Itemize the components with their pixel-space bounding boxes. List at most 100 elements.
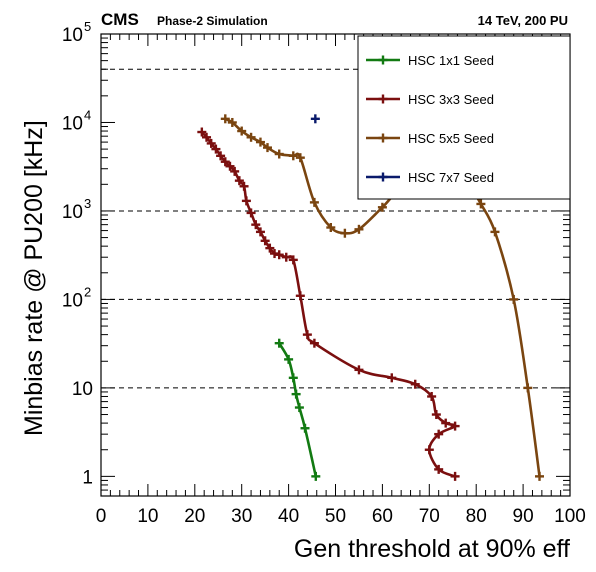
y-tick-label: 10 — [62, 25, 83, 46]
data-point — [227, 117, 237, 127]
data-point — [234, 176, 244, 186]
legend-marker — [378, 133, 388, 143]
x-axis-title: Gen threshold at 90% eff — [294, 535, 570, 563]
data-point — [294, 403, 304, 413]
data-point — [476, 199, 486, 209]
data-point — [410, 379, 420, 389]
x-tick-label: 30 — [231, 506, 252, 527]
legend-entry: HSC 5x5 Seed — [366, 131, 494, 146]
x-tick-label: 60 — [372, 506, 393, 527]
data-point — [246, 132, 256, 142]
data-point — [434, 429, 444, 439]
data-point — [302, 330, 312, 340]
data-point — [309, 197, 319, 207]
legend: HSC 1x1 Seed HSC 3x3 Seed HSC 5x5 Seed HSC … — [357, 35, 571, 200]
y-tick-label: 10 — [62, 290, 83, 311]
x-tick-label: 80 — [466, 506, 487, 527]
data-point — [220, 157, 230, 167]
data-point — [434, 464, 444, 474]
data-point — [431, 410, 441, 420]
legend-label: HSC 7x7 Seed — [408, 170, 494, 185]
header-subtitle: Phase-2 Simulation — [157, 14, 268, 28]
data-point — [490, 227, 500, 237]
data-point — [310, 114, 320, 124]
data-point — [281, 252, 291, 262]
data-point — [202, 132, 212, 142]
data-point — [284, 354, 294, 364]
data-point — [326, 223, 336, 233]
series-line — [278, 342, 318, 477]
x-tick-label: 0 — [96, 506, 107, 527]
legend-marker — [378, 172, 388, 182]
y-tick-exponent: 5 — [84, 19, 91, 34]
legend-box — [357, 35, 571, 200]
series-4 — [310, 114, 320, 124]
header-experiment: CMS — [101, 10, 139, 29]
data-point — [246, 208, 256, 218]
x-tick-label: 20 — [184, 506, 205, 527]
data-point — [262, 143, 272, 153]
data-point — [206, 138, 216, 148]
data-point — [523, 383, 533, 393]
x-tick-label: 100 — [554, 506, 586, 527]
y-tick-label: 10 — [62, 113, 83, 134]
data-point — [535, 471, 545, 481]
data-point — [288, 373, 298, 383]
x-tick-label: 40 — [278, 506, 299, 527]
data-point — [288, 151, 298, 161]
data-point — [509, 294, 519, 304]
data-point — [295, 153, 305, 163]
header-conditions: 14 TeV, 200 PU — [478, 13, 568, 28]
x-tick-label: 90 — [513, 506, 534, 527]
y-tick-label: 1 — [82, 467, 93, 488]
legend-entry: HSC 3x3 Seed — [366, 92, 494, 107]
legend-marker — [378, 94, 388, 104]
data-point — [197, 127, 207, 137]
data-point — [255, 227, 265, 237]
data-point — [441, 418, 451, 428]
y-tick-exponent: 2 — [84, 284, 91, 299]
data-point — [450, 471, 460, 481]
data-point — [340, 228, 350, 238]
data-point — [265, 243, 275, 253]
y-tick-label: 10 — [72, 379, 93, 400]
legend-label: HSC 1x1 Seed — [408, 53, 494, 68]
data-point — [311, 471, 321, 481]
data-point — [354, 224, 364, 234]
data-point — [239, 181, 249, 191]
y-tick-exponent: 4 — [84, 107, 91, 122]
data-point — [251, 220, 261, 230]
data-point — [354, 365, 364, 375]
legend-entry: HSC 7x7 Seed — [366, 170, 494, 185]
data-point — [260, 236, 270, 246]
data-point — [237, 126, 247, 136]
data-point — [291, 389, 301, 399]
data-point — [387, 373, 397, 383]
series-1 — [274, 338, 321, 481]
legend-entry: HSC 1x1 Seed — [366, 53, 494, 68]
data-point — [211, 144, 221, 154]
legend-label: HSC 3x3 Seed — [408, 92, 494, 107]
data-point — [274, 338, 284, 348]
data-point — [300, 423, 310, 433]
legend-label: HSC 5x5 Seed — [408, 131, 494, 146]
legend-marker — [378, 55, 388, 65]
data-point — [274, 250, 284, 260]
data-point — [424, 445, 434, 455]
data-point — [288, 255, 298, 265]
x-tick-label: 50 — [325, 506, 346, 527]
y-tick-exponent: 3 — [84, 196, 91, 211]
data-point — [450, 421, 460, 431]
data-point — [295, 291, 305, 301]
data-point — [309, 338, 319, 348]
series-2 — [197, 127, 460, 481]
x-tick-label: 10 — [137, 506, 158, 527]
y-tick-label: 10 — [62, 202, 83, 223]
y-axis-title: Minbias rate @ PU200 [kHz] — [20, 120, 48, 436]
data-point — [255, 137, 265, 147]
x-tick-label: 70 — [419, 506, 440, 527]
data-point — [220, 114, 230, 124]
data-point — [427, 391, 437, 401]
